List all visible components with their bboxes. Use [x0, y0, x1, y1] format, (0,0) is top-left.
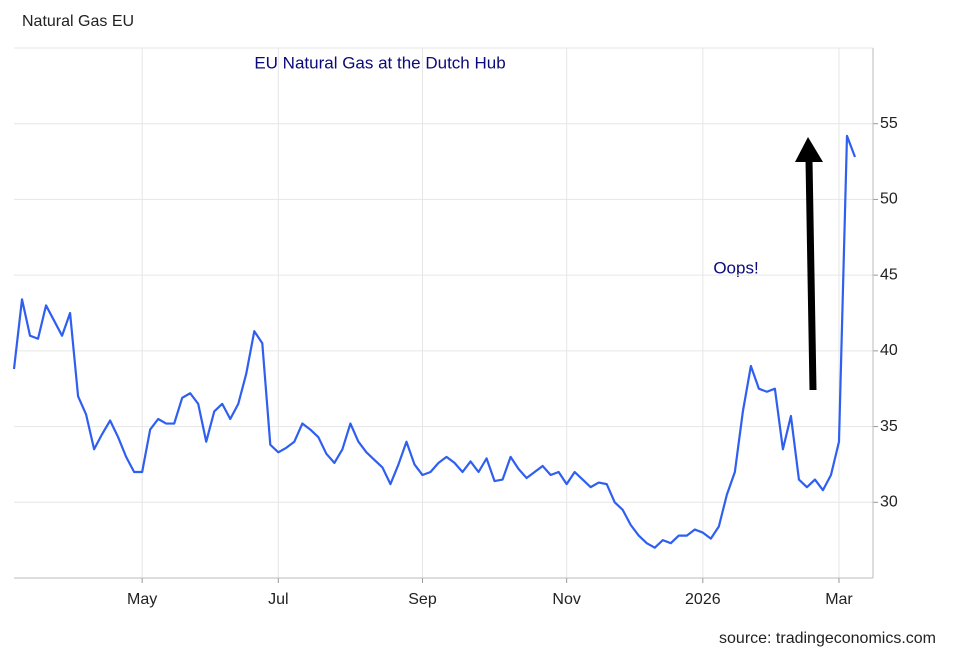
chart-title: EU Natural Gas at the Dutch Hub [254, 53, 505, 72]
x-tick-label: Mar [825, 591, 853, 608]
x-tick-label: 2026 [685, 591, 721, 608]
plot-area: 30 35 40 45 50 55 May Jul Sep Nov 2026 Mar [12, 47, 898, 608]
source: source: tradingeconomics.com [719, 630, 936, 647]
y-tick-label: 40 [880, 342, 898, 359]
y-tick-label: 45 [880, 266, 898, 283]
arrow [795, 137, 823, 391]
y-tick-label: 55 [880, 115, 898, 132]
x-tick-label: Jul [268, 591, 288, 608]
x-tick-label: May [127, 591, 157, 608]
chart-header: Natural Gas EU [22, 13, 134, 30]
annotation: Oops! [713, 258, 758, 277]
arrow-shaft [805, 159, 817, 391]
series-line [12, 134, 857, 549]
y-tick-label: 35 [880, 418, 898, 435]
y-tick-label: 50 [880, 191, 898, 208]
arrow-head [795, 137, 823, 162]
x-tick-label: Sep [408, 591, 437, 608]
x-tick-label: Nov [552, 591, 580, 608]
y-tick-label: 30 [880, 494, 898, 511]
